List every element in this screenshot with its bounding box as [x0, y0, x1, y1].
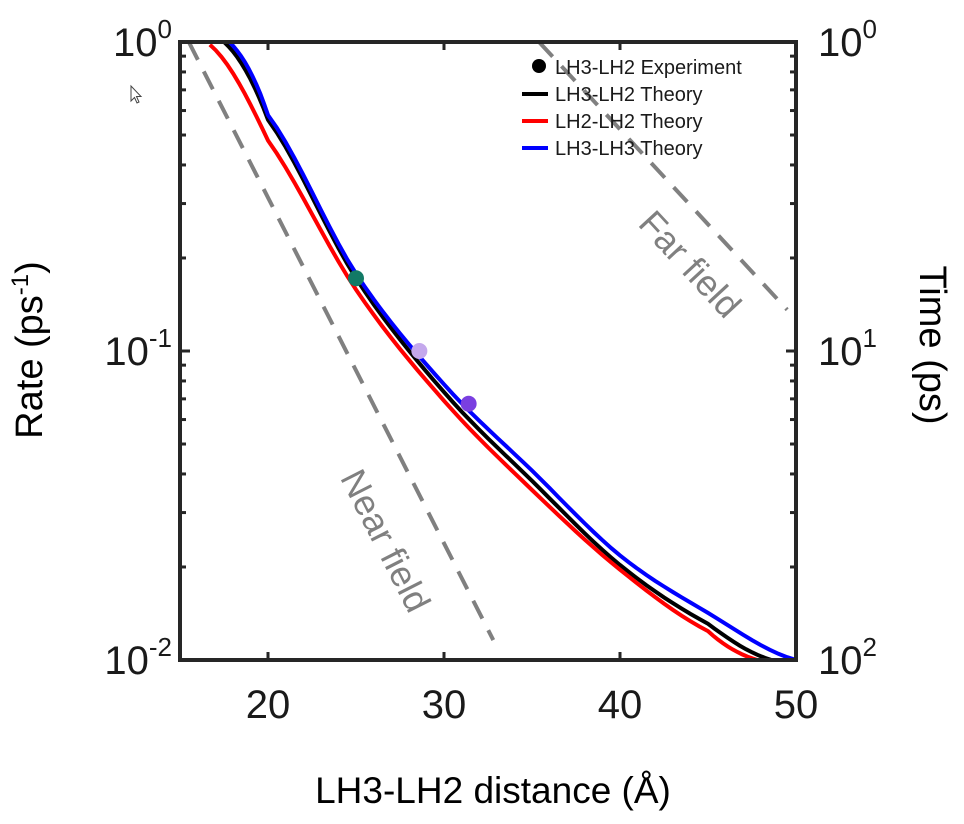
- y2-tick-base: 10: [818, 639, 863, 683]
- y2-tick-exponent: 1: [863, 323, 877, 353]
- y2-tick-base: 10: [818, 330, 863, 374]
- y-tick-label: 10-2: [104, 632, 172, 683]
- x-tick-label: 40: [598, 683, 643, 727]
- legend: LH3-LH2 Experiment LH3-LH2 Theory LH2-LH2 …: [522, 57, 742, 160]
- guide-line-far-field: [537, 42, 789, 312]
- legend-label: LH3-LH2 Theory: [555, 84, 702, 106]
- y-tick-base: 10: [113, 21, 158, 65]
- y-tick-base: 10: [104, 639, 149, 683]
- y-tick-exponent: 0: [158, 14, 172, 44]
- plot-frame: [178, 40, 798, 662]
- clipped-group: [187, 42, 796, 660]
- y-tick-label: 100: [113, 14, 172, 65]
- series-line-lh3-lh3-theory: [227, 42, 796, 660]
- y2-axis-label: Time (ps): [911, 265, 953, 424]
- y-tick-label: 10-1: [104, 323, 172, 374]
- x-tick-label: 30: [422, 683, 467, 727]
- y-tick-base: 10: [104, 330, 149, 374]
- experiment-point: [348, 270, 364, 287]
- guide-label-far-field: Far field: [631, 202, 749, 325]
- y2-tick-exponent: 0: [863, 14, 877, 44]
- guide-line-near-field: [187, 42, 496, 641]
- y2-tick-base: 10: [818, 21, 863, 65]
- series-line-lh3-lh2-theory: [222, 42, 773, 660]
- x-axis-label: LH3-LH2 distance (Å): [315, 770, 671, 811]
- plot-area: Near field Far field: [187, 42, 796, 660]
- y2-tick-label: 102: [818, 632, 877, 683]
- legend-marker-experiment: [532, 59, 546, 73]
- mouse-cursor-icon: [130, 84, 143, 104]
- y-tick-exponent: -1: [149, 323, 172, 353]
- x-tick-label: 20: [246, 683, 291, 727]
- y2-tick-label: 101: [818, 323, 877, 374]
- guide-label-near-field: Near field: [332, 463, 438, 619]
- y-tick-exponent: -2: [149, 632, 172, 662]
- legend-label: LH3-LH2 Experiment: [555, 57, 742, 79]
- y2-tick-label: 100: [818, 14, 877, 65]
- y2-tick-exponent: 2: [863, 632, 877, 662]
- experiment-point: [411, 343, 428, 359]
- series-line-lh2-lh2-theory: [208, 43, 758, 660]
- legend-label: LH3-LH3 Theory: [555, 138, 702, 160]
- experiment-point: [460, 395, 477, 412]
- y-axis-label: Rate (ps-1): [7, 261, 51, 439]
- x-tick-label: 50: [774, 683, 819, 727]
- legend-label: LH2-LH2 Theory: [555, 111, 702, 133]
